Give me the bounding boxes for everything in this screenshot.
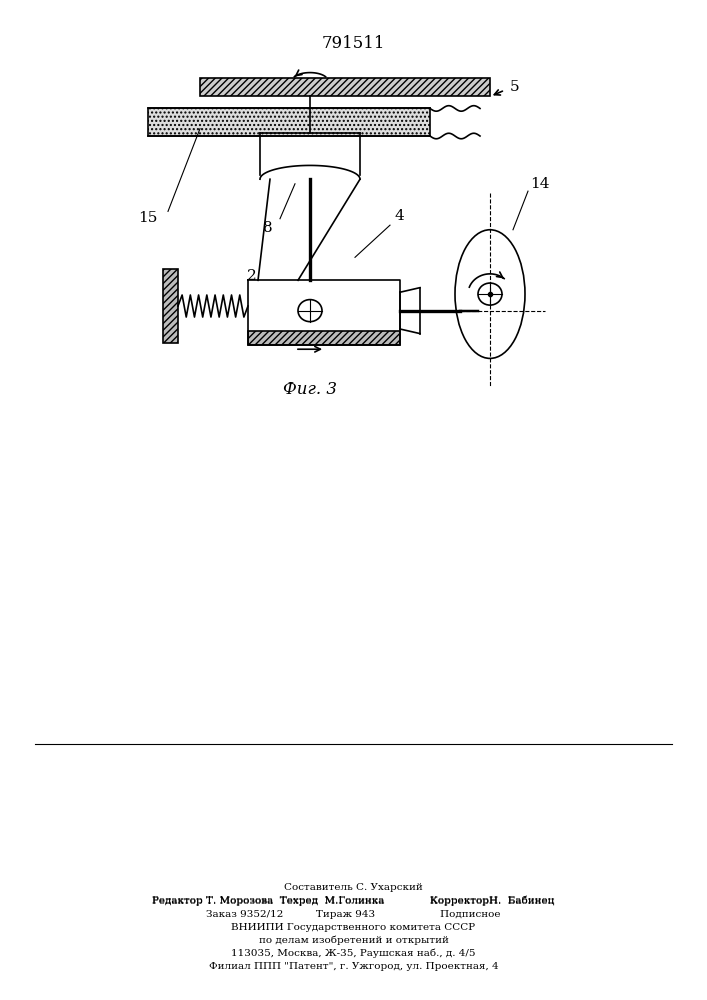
Text: по делам изобретений и открытий: по делам изобретений и открытий xyxy=(259,936,448,945)
Text: ВНИИПИ Государственного комитета СССР: ВНИИПИ Государственного комитета СССР xyxy=(231,923,476,932)
Text: 8: 8 xyxy=(263,221,273,235)
Polygon shape xyxy=(248,331,400,345)
Text: 5: 5 xyxy=(510,80,520,94)
Text: 15: 15 xyxy=(139,211,158,225)
Polygon shape xyxy=(163,269,178,343)
Text: 113035, Москва, Ж-35, Раушская наб., д. 4/5: 113035, Москва, Ж-35, Раушская наб., д. … xyxy=(231,948,476,958)
Text: Фиг. 3: Фиг. 3 xyxy=(283,381,337,398)
Text: Заказ 9352/12          Тираж 943                    Подписное: Заказ 9352/12 Тираж 943 Подписное xyxy=(206,910,501,919)
Text: 791511: 791511 xyxy=(321,35,385,52)
Text: 4: 4 xyxy=(395,209,404,223)
Text: Составитель С. Ухарский: Составитель С. Ухарский xyxy=(284,883,423,892)
Text: 14: 14 xyxy=(530,177,549,191)
Polygon shape xyxy=(148,108,430,136)
Text: Редактор Т. Морозова  Техред  М.Голинка              КорректорН.  Бабинец: Редактор Т. Морозова Техред М.Голинка Ко… xyxy=(152,896,555,906)
Polygon shape xyxy=(200,78,490,96)
Text: 2: 2 xyxy=(247,269,257,283)
Text: Филиал ППП "Патент", г. Ужгород, ул. Проектная, 4: Филиал ППП "Патент", г. Ужгород, ул. Про… xyxy=(209,962,498,971)
Text: Редактор Т. Морозова  Техред  М.Голинка              КорректорН.  Бабинец: Редактор Т. Морозова Техред М.Голинка Ко… xyxy=(152,896,555,905)
